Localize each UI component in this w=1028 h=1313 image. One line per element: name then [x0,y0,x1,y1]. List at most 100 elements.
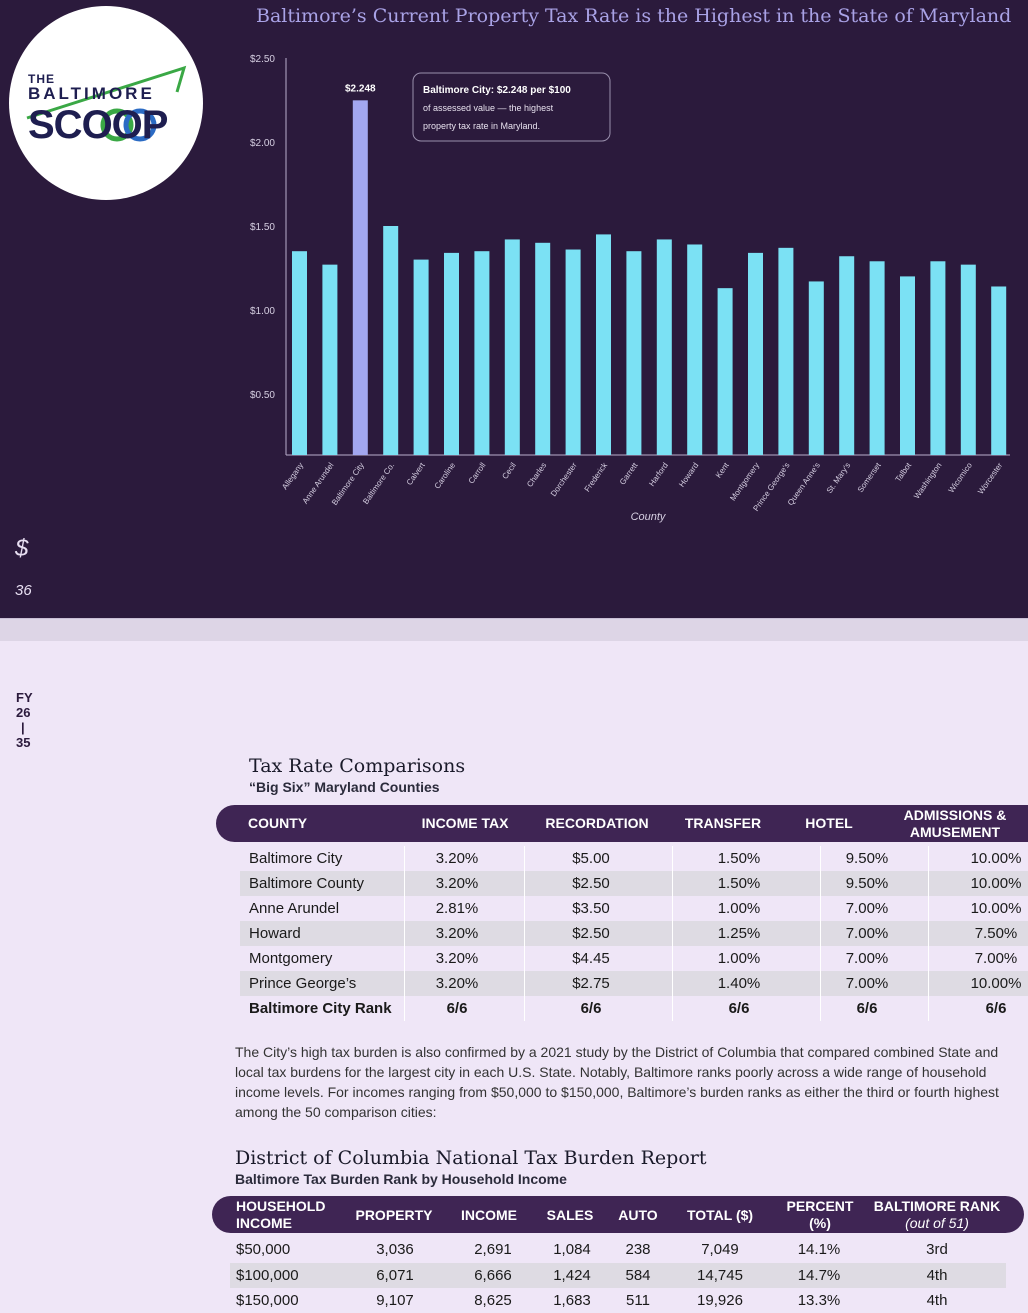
bar-washington [930,261,946,455]
side-dollar-sign: $ [15,535,29,562]
header-sales: SALES [546,1207,594,1223]
x-tick-label: Washington [912,461,943,501]
column-divider [404,996,405,1021]
column-divider [820,971,821,996]
county-name-cell: Baltimore County [249,875,365,892]
x-tick-label: Frederick [583,460,610,493]
bar-caroline [444,252,459,455]
column-divider [928,971,929,996]
chart-title: Baltimore’s Current Property Tax Rate is… [256,5,1012,27]
rate-cell: 10.00% [970,850,1022,867]
column-divider [524,996,525,1021]
bar-queen-anne-s [808,281,824,455]
column-divider [524,896,525,921]
rate-cell: 3.20% [435,975,479,992]
rate-cell: $2.75 [572,975,610,992]
bar-montgomery [748,252,763,455]
burden-cell: 8,625 [474,1292,512,1309]
header-auto: AUTO [618,1207,658,1223]
column-divider [820,846,821,871]
y-tick-label: $0.50 [250,390,275,401]
column-divider [404,896,405,921]
column-divider [404,946,405,971]
rate-cell: 6/6 [856,1000,878,1017]
column-divider [928,871,929,896]
rate-cell: 1.00% [717,900,761,917]
table-row: Baltimore County 3.20% $2.50 1.50% 9.50% 10.0… [240,871,1028,896]
header-admissions: ADMISSIONS & AMUSEMENT [903,807,1007,840]
burden-cell: 4th [926,1266,948,1284]
table-row: Anne Arundel 2.81% $3.50 1.00% 7.00% 10.00% [240,896,1028,921]
x-tick-label: Anne Arundel [301,461,336,506]
column-divider [524,971,525,996]
header-rank-label: BALTIMORE RANK [873,1198,1001,1214]
x-tick-label: Howard [677,461,700,489]
bar-harford [656,239,672,455]
bar-anne-arundel [322,264,338,455]
y-tick-label: $1.50 [250,222,275,233]
header-county: COUNTY [248,815,308,831]
burden-cell: 584 [625,1266,651,1284]
household-income-cell: $150,000 [236,1292,299,1309]
logo-baltimore: BALTIMORE [28,84,155,103]
county-name-cell: Baltimore City [249,850,343,867]
column-divider [404,921,405,946]
burden-cell: 7,049 [701,1241,739,1258]
header-household-income: HOUSEHOLD INCOME [236,1198,326,1231]
x-tick-label: Carroll [467,461,488,486]
header-baltimore-rank: BALTIMORE RANK (out of 51) [872,1198,1002,1232]
rate-cell: 7.00% [845,950,889,967]
x-tick-label: Queen Anne's [786,461,822,507]
x-tick-label: Cecil [500,461,518,481]
x-tick-label: Baltimore Co. [361,461,396,506]
rate-cell: $5.00 [572,850,610,867]
rate-cell: 9.50% [845,850,889,867]
bar-kent [717,288,733,455]
rate-cell: 7.00% [845,900,889,917]
rate-cell: 3.20% [435,850,479,867]
table2-subtitle: Baltimore Tax Burden Rank by Household I… [235,1171,567,1187]
table-row: Baltimore City 3.20% $5.00 1.50% 9.50% 10.00% [240,846,1028,871]
annotation-line: of assessed value — the highest [423,103,554,113]
logo-swoosh-icon [26,65,187,142]
logo-the: THE [28,72,55,86]
rate-cell: 7.50% [974,925,1018,942]
bar-dorchester [565,249,581,455]
fy-line: 35 [16,735,31,750]
column-divider [404,871,405,896]
table-row: $150,000 9,107 8,625 1,683 511 19,926 13.3% 4th [230,1288,1006,1313]
data-label: $2.248 [345,83,376,94]
fiscal-year-label: FY 26 | 35 [16,690,36,750]
header-percent: PERCENT (%) [786,1198,854,1231]
table2-header: HOUSEHOLD INCOME PROPERTY INCOME SALES A… [212,1196,1024,1233]
rate-cell: 2.81% [435,900,479,917]
rate-cell: 10.00% [970,875,1022,892]
column-divider [928,921,929,946]
column-divider [672,896,673,921]
burden-cell: 238 [625,1241,651,1258]
rate-cell: 9.50% [845,875,889,892]
column-divider [524,871,525,896]
bar-baltimore-co- [383,226,399,455]
column-divider [672,971,673,996]
burden-cell: 3rd [926,1241,948,1258]
chart-panel: $2.50 $2.00 $1.50 $1.00 $0.50 Allegany Anne Ar… [0,0,1028,618]
burden-cell: 511 [626,1292,650,1309]
header-income: INCOME [461,1207,517,1223]
column-divider [524,921,525,946]
column-divider [928,946,929,971]
table2-title: District of Columbia National Tax Burden… [235,1147,707,1169]
logo-scoop: SCOOP [28,103,168,147]
section-divider [0,618,1028,641]
x-tick-label: Dorchester [549,461,579,498]
burden-cell: 6,071 [376,1266,414,1284]
table-row: Howard 3.20% $2.50 1.25% 7.00% 7.50% [240,921,1028,946]
bar-carroll [474,251,490,455]
table-row: Montgomery 3.20% $4.45 1.00% 7.00% 7.00% [240,946,1028,971]
rate-cell: 3.20% [435,925,479,942]
county-name-cell: Baltimore City Rank [249,1000,392,1017]
table1-title: Tax Rate Comparisons [249,755,466,777]
burden-cell: 1,683 [553,1292,591,1309]
x-axis-label: County [631,511,667,523]
